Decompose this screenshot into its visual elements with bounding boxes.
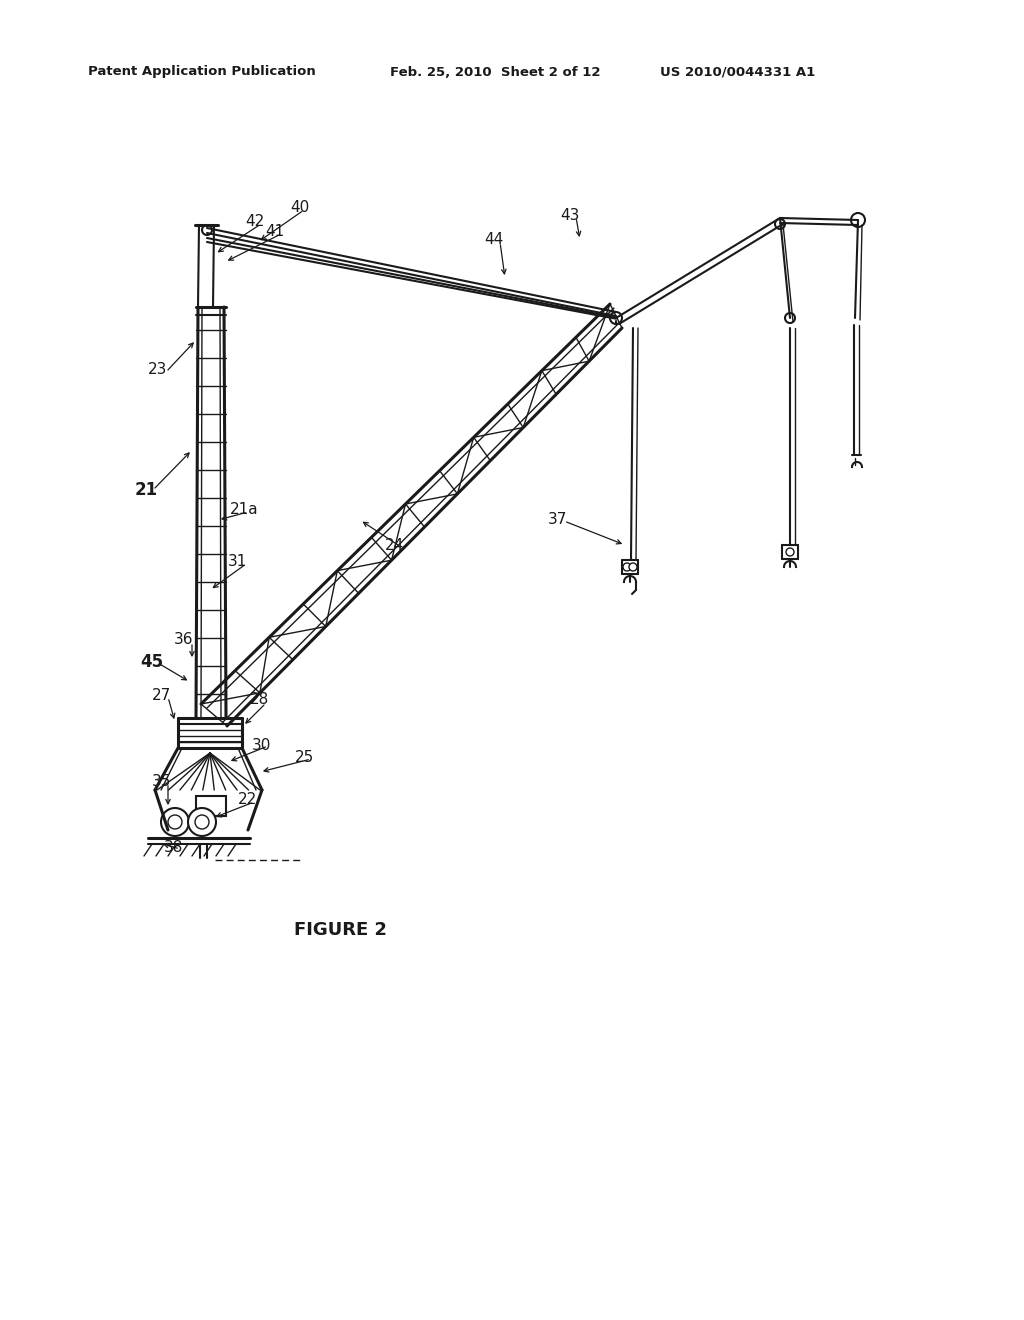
Text: FIGURE 2: FIGURE 2 [294,921,386,939]
Text: 37: 37 [548,512,567,528]
Circle shape [202,224,212,235]
Circle shape [775,219,785,228]
Text: 22: 22 [238,792,257,808]
Text: 38: 38 [164,841,183,855]
Text: 35: 35 [152,775,171,789]
Text: 40: 40 [290,199,309,214]
Circle shape [623,564,631,572]
Text: 21a: 21a [230,503,259,517]
Text: 41: 41 [265,224,285,239]
FancyBboxPatch shape [196,796,226,816]
Circle shape [168,814,182,829]
Text: 30: 30 [252,738,271,752]
Text: 24: 24 [385,537,404,553]
Text: 31: 31 [228,554,248,569]
Circle shape [629,564,637,572]
Text: 21: 21 [135,480,158,499]
Text: 36: 36 [174,632,194,648]
Circle shape [610,312,622,323]
Text: Feb. 25, 2010  Sheet 2 of 12: Feb. 25, 2010 Sheet 2 of 12 [390,66,600,78]
Polygon shape [155,748,262,830]
Circle shape [851,213,865,227]
Text: 45: 45 [140,653,163,671]
Text: 23: 23 [148,363,167,378]
Circle shape [195,814,209,829]
Text: US 2010/0044331 A1: US 2010/0044331 A1 [660,66,815,78]
Text: 25: 25 [295,751,314,766]
Circle shape [188,808,216,836]
Text: 42: 42 [245,214,264,230]
Text: 27: 27 [152,689,171,704]
Text: 43: 43 [560,207,580,223]
Circle shape [161,808,189,836]
Circle shape [786,548,794,556]
Circle shape [785,313,795,323]
Text: 28: 28 [250,693,269,708]
Text: Patent Application Publication: Patent Application Publication [88,66,315,78]
Text: 44: 44 [484,232,503,248]
